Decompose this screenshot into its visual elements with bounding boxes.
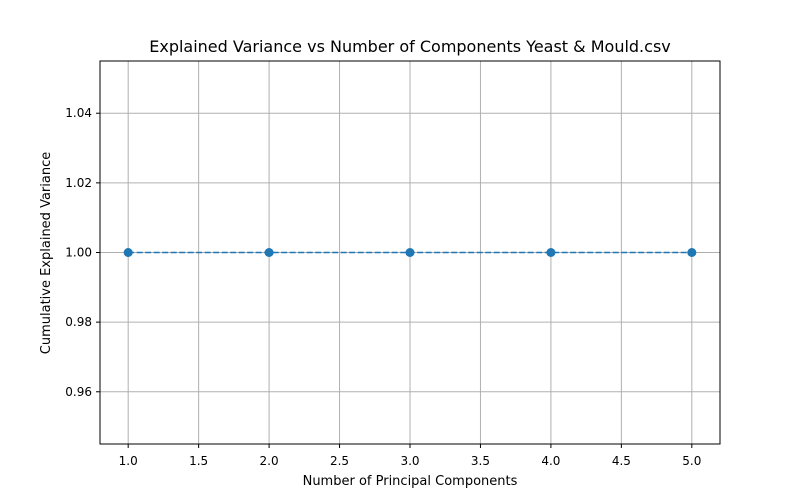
chart-title: Explained Variance vs Number of Componen… — [149, 37, 671, 56]
data-point — [264, 248, 274, 257]
x-tick-label: 3.5 — [471, 454, 490, 468]
x-tick-label: 2.5 — [330, 454, 349, 468]
data-point — [123, 248, 133, 257]
x-tick-label: 4.0 — [541, 454, 560, 468]
y-axis-label: Cumulative Explained Variance — [39, 152, 54, 354]
axis-ticks: 1.0 1.5 2.0 2.5 3.0 3.5 4.0 4.5 5.0 0.96 0.98 1.00 1… — [65, 106, 701, 468]
plot-frame — [99, 60, 721, 445]
data-point — [546, 248, 556, 257]
y-tick-label: 0.98 — [65, 315, 92, 329]
x-tick-label: 3.0 — [400, 454, 419, 468]
x-tick-label: 1.5 — [189, 454, 208, 468]
y-tick-label: 1.02 — [65, 176, 92, 190]
y-tick-label: 1.04 — [65, 106, 92, 120]
y-tick-label: 0.96 — [65, 385, 92, 399]
x-tick-label: 4.5 — [612, 454, 631, 468]
x-axis-label: Number of Principal Components — [303, 474, 518, 489]
x-tick-label: 5.0 — [682, 454, 701, 468]
y-tick-label: 1.00 — [65, 246, 92, 260]
x-tick-label: 2.0 — [260, 454, 279, 468]
data-point — [405, 248, 415, 257]
series-line — [123, 248, 697, 257]
x-tick-label: 1.0 — [119, 454, 138, 468]
data-point — [687, 248, 697, 257]
